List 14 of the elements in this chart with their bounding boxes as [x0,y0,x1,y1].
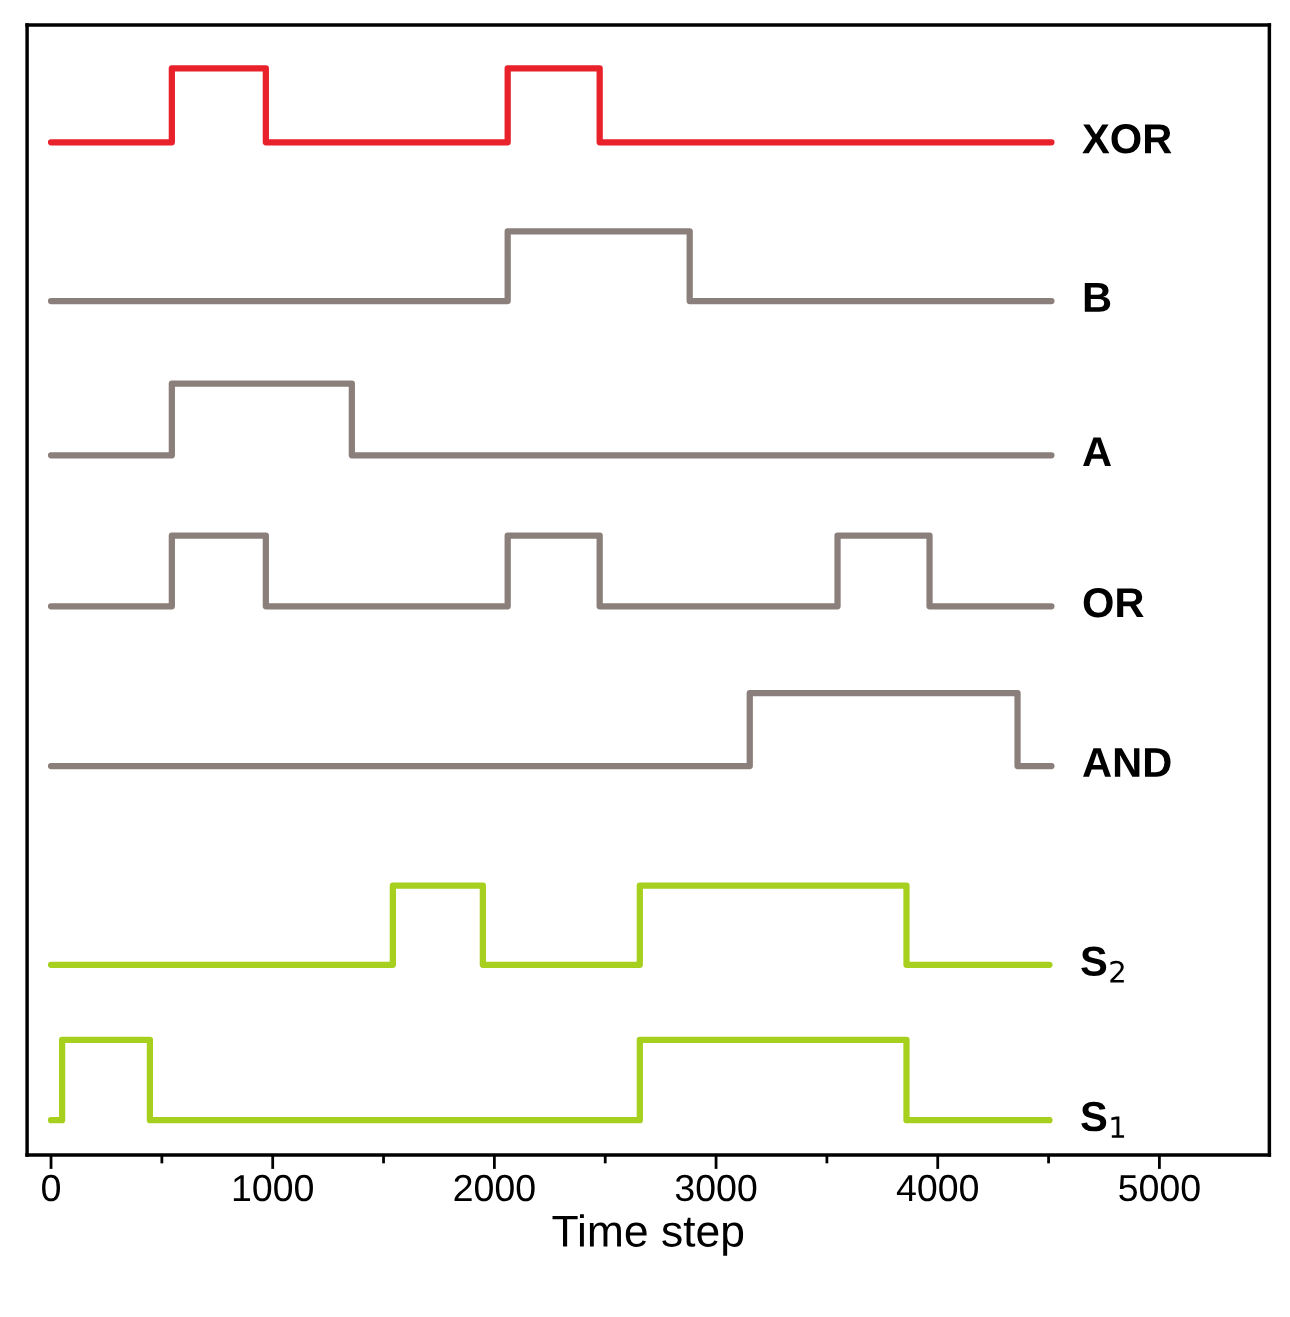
series-label: OR [1083,587,1144,618]
series-label: XOR [1082,124,1172,154]
x-axis-title: Time step [552,1214,744,1256]
series-label: A [1083,437,1111,467]
x-tick-label: 3000 [675,1174,757,1202]
series-label: S$_{2}$ [1081,946,1124,983]
x-tick-label: 5000 [1119,1174,1200,1202]
x-tick-label: 4000 [896,1174,978,1202]
series-label: B [1084,283,1111,312]
x-tick-label: 1000 [233,1174,313,1202]
series-label: S$_{1}$ [1081,1101,1125,1138]
x-tick-label: 2000 [454,1174,535,1202]
series-label: AND [1083,748,1171,777]
x-tick-label: 0 [42,1174,60,1202]
